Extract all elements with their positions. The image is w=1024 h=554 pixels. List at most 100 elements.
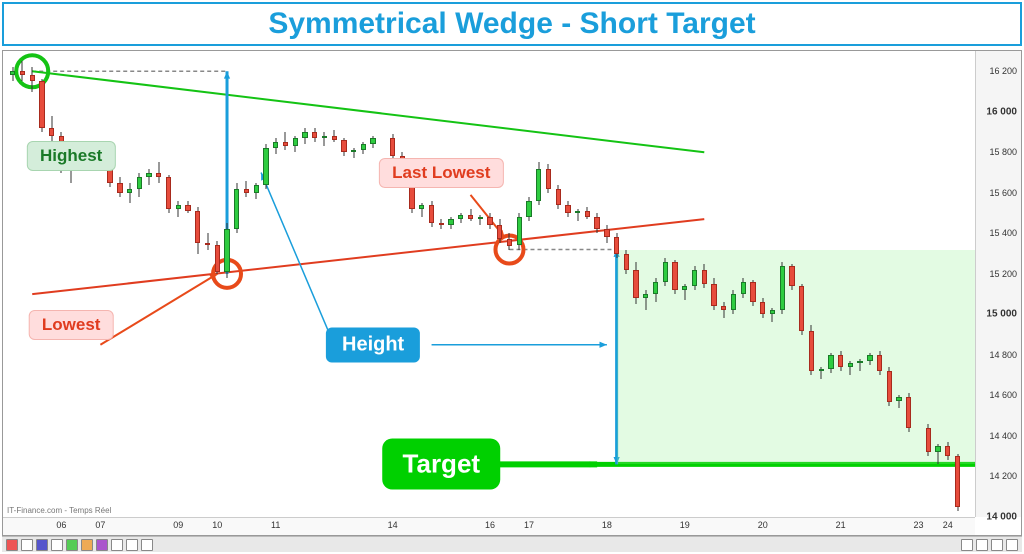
- candle: [827, 353, 834, 373]
- ytick: 15 000: [986, 309, 1017, 320]
- candle: [574, 209, 581, 221]
- candle: [652, 278, 659, 302]
- candle: [253, 183, 260, 199]
- candle: [428, 201, 435, 227]
- candle: [905, 393, 912, 431]
- ytick: 16 200: [989, 66, 1017, 76]
- candle: [564, 201, 571, 217]
- ytick: 14 200: [989, 471, 1017, 481]
- candle: [759, 298, 766, 318]
- candle: [642, 290, 649, 310]
- candle: [126, 183, 133, 203]
- candle: [866, 353, 873, 365]
- candle: [847, 361, 854, 375]
- candle: [856, 359, 863, 371]
- candle: [769, 308, 776, 322]
- xtick: 11: [271, 520, 280, 530]
- candle: [350, 148, 357, 158]
- candle: [701, 264, 708, 288]
- tool-10[interactable]: [141, 539, 153, 551]
- ytick: 14 800: [989, 350, 1017, 360]
- candle: [321, 132, 328, 146]
- candle: [311, 128, 318, 142]
- candle: [9, 67, 16, 81]
- tool-4[interactable]: [51, 539, 63, 551]
- candle: [944, 442, 951, 460]
- tool-1[interactable]: [6, 539, 18, 551]
- candle: [155, 162, 162, 182]
- candle: [223, 223, 230, 278]
- candle: [145, 169, 152, 185]
- zoom-cursor-icon[interactable]: [961, 539, 973, 551]
- candle: [818, 367, 825, 379]
- candle: [535, 162, 542, 205]
- candle: [29, 67, 36, 91]
- candle: [272, 138, 279, 154]
- candle: [545, 164, 552, 192]
- zoom-out-icon[interactable]: [976, 539, 988, 551]
- candle: [837, 351, 844, 371]
- page-title: Symmetrical Wedge - Short Target: [2, 2, 1022, 46]
- candle: [740, 278, 747, 298]
- chart-plot-area[interactable]: IT-Finance.com - Temps Réel HighestLowes…: [3, 51, 977, 517]
- candle: [136, 173, 143, 197]
- candle: [331, 130, 338, 142]
- label-lowest: Lowest: [29, 310, 114, 340]
- candle: [584, 207, 591, 219]
- tool-8[interactable]: [111, 539, 123, 551]
- candle: [720, 302, 727, 318]
- xtick: 07: [95, 520, 105, 530]
- candle: [486, 213, 493, 229]
- ytick: 14 000: [986, 512, 1017, 523]
- candle: [681, 284, 688, 300]
- tool-2[interactable]: [21, 539, 33, 551]
- candle: [282, 132, 289, 150]
- ytick: 15 400: [989, 228, 1017, 238]
- xtick: 06: [56, 520, 66, 530]
- candle: [438, 219, 445, 229]
- candle: [262, 144, 269, 189]
- tool-7[interactable]: [96, 539, 108, 551]
- candle: [671, 260, 678, 294]
- tool-5[interactable]: [66, 539, 78, 551]
- xtick: 10: [212, 520, 222, 530]
- candle: [632, 262, 639, 305]
- xtick: 14: [388, 520, 398, 530]
- candle: [301, 128, 308, 144]
- zoom-in-icon[interactable]: [991, 539, 1003, 551]
- candle: [613, 233, 620, 257]
- candle: [808, 325, 815, 376]
- candle: [749, 280, 756, 306]
- ytick: 15 600: [989, 188, 1017, 198]
- label-height: Height: [326, 327, 420, 362]
- candle: [292, 136, 299, 152]
- candle: [593, 213, 600, 233]
- tool-9[interactable]: [126, 539, 138, 551]
- xtick: 24: [943, 520, 953, 530]
- candle: [730, 290, 737, 314]
- candle: [886, 367, 893, 405]
- candle: [954, 454, 961, 511]
- label-highest: Highest: [27, 141, 115, 171]
- candle: [662, 258, 669, 286]
- candle: [369, 136, 376, 148]
- xtick: 23: [914, 520, 924, 530]
- candle: [876, 351, 883, 375]
- candle: [204, 233, 211, 249]
- candle: [895, 395, 902, 407]
- xtick: 21: [836, 520, 846, 530]
- tool-6[interactable]: [81, 539, 93, 551]
- xtick: 19: [680, 520, 690, 530]
- candle: [38, 79, 45, 132]
- candle: [447, 217, 454, 229]
- candle: [798, 284, 805, 335]
- candle: [48, 116, 55, 142]
- zoom-fit-icon[interactable]: [1006, 539, 1018, 551]
- candle: [496, 219, 503, 243]
- ytick: 15 800: [989, 147, 1017, 157]
- xtick: 20: [758, 520, 768, 530]
- ytick: 16 000: [986, 106, 1017, 117]
- candle: [233, 183, 240, 234]
- tool-3[interactable]: [36, 539, 48, 551]
- candle: [184, 201, 191, 213]
